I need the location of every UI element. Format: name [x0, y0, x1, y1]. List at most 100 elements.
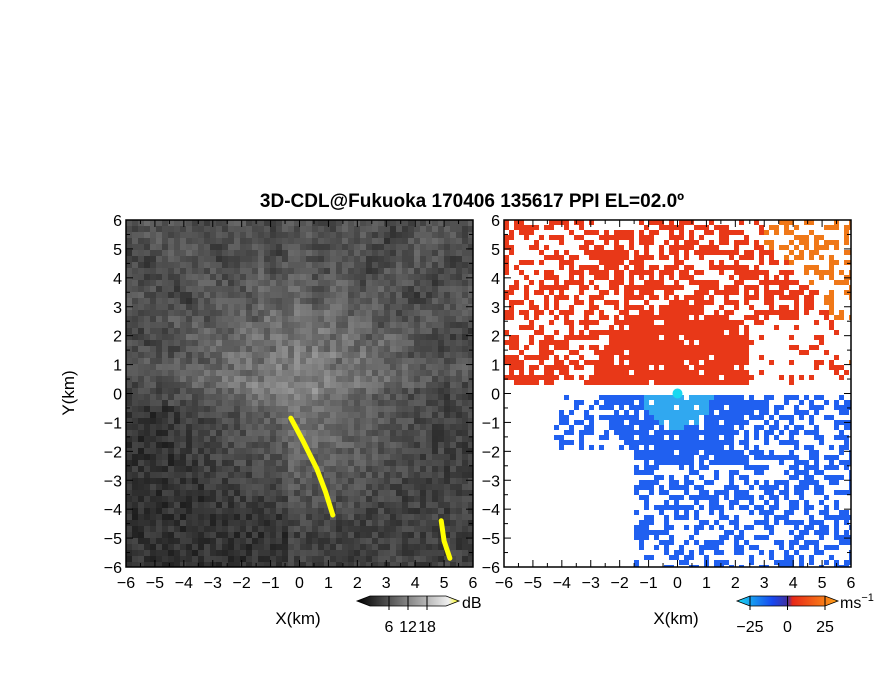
intensity-cell [360, 382, 366, 388]
velocity-cell [509, 345, 514, 350]
velocity-cell [744, 340, 749, 345]
intensity-cell [180, 370, 186, 376]
intensity-cell [180, 238, 186, 244]
velocity-cell [529, 370, 534, 375]
intensity-cell [348, 352, 354, 358]
velocity-cell [629, 270, 634, 275]
velocity-cell [529, 340, 534, 345]
intensity-cell [270, 454, 276, 460]
velocity-cell [844, 370, 849, 375]
intensity-cell [372, 382, 378, 388]
intensity-cell [366, 244, 372, 250]
intensity-cell [138, 460, 144, 466]
intensity-cell [378, 370, 384, 376]
intensity-cell [468, 544, 473, 550]
intensity-cell [228, 424, 234, 430]
intensity-cell [264, 394, 270, 400]
velocity-cell [509, 305, 514, 310]
intensity-cell [282, 472, 288, 478]
intensity-cell [426, 316, 432, 322]
intensity-cell [204, 364, 210, 370]
velocity-cell [729, 420, 734, 425]
velocity-cell [849, 315, 851, 320]
intensity-cell [390, 256, 396, 262]
velocity-cell [729, 405, 734, 410]
intensity-cell [258, 334, 264, 340]
intensity-cell [468, 244, 473, 250]
intensity-cell [444, 412, 450, 418]
velocity-cell [539, 290, 544, 295]
velocity-cell [649, 255, 654, 260]
velocity-cell [829, 275, 834, 280]
intensity-cell [468, 424, 473, 430]
intensity-cell [342, 418, 348, 424]
intensity-cell [306, 298, 312, 304]
intensity-cell [366, 484, 372, 490]
velocity-cell [784, 225, 789, 230]
intensity-cell [396, 400, 402, 406]
velocity-cell [774, 225, 779, 230]
intensity-cell [294, 286, 300, 292]
intensity-cell [156, 250, 162, 256]
velocity-cell [784, 220, 789, 225]
velocity-cell [614, 265, 619, 270]
intensity-cell [156, 262, 162, 268]
intensity-cell [330, 322, 336, 328]
intensity-cell [288, 370, 294, 376]
intensity-cell [390, 454, 396, 460]
intensity-cell [312, 382, 318, 388]
intensity-cell [204, 550, 210, 556]
intensity-cell [318, 310, 324, 316]
velocity-cell [679, 330, 684, 335]
intensity-cell [378, 232, 384, 238]
velocity-cell [649, 230, 654, 235]
intensity-cell [144, 328, 150, 334]
intensity-cell [426, 304, 432, 310]
intensity-cell [180, 478, 186, 484]
intensity-cell [372, 220, 378, 226]
velocity-cell [539, 355, 544, 360]
velocity-cell [704, 395, 709, 400]
intensity-cell [342, 502, 348, 508]
intensity-cell [144, 406, 150, 412]
velocity-cell [704, 285, 709, 290]
intensity-cell [318, 220, 324, 226]
intensity-cell [318, 412, 324, 418]
intensity-cell [342, 520, 348, 526]
intensity-cell [162, 310, 168, 316]
intensity-cell [276, 478, 282, 484]
velocity-cell [739, 380, 744, 385]
velocity-cell [784, 280, 789, 285]
velocity-cell [764, 395, 769, 400]
intensity-cell [318, 514, 324, 520]
velocity-cell [529, 325, 534, 330]
velocity-cell [664, 375, 669, 380]
velocity-cell [794, 310, 799, 315]
intensity-cell [240, 394, 246, 400]
velocity-cell [674, 255, 679, 260]
intensity-cell [204, 538, 210, 544]
intensity-cell [390, 514, 396, 520]
intensity-cell [174, 256, 180, 262]
intensity-cell [222, 286, 228, 292]
intensity-cell [240, 274, 246, 280]
velocity-cell [744, 335, 749, 340]
intensity-cell [270, 334, 276, 340]
velocity-cell [659, 315, 664, 320]
velocity-cell [654, 405, 659, 410]
intensity-cell [192, 454, 198, 460]
velocity-cell [664, 255, 669, 260]
intensity-cell [324, 436, 330, 442]
intensity-cell [360, 310, 366, 316]
intensity-cell [318, 280, 324, 286]
intensity-cell [318, 538, 324, 544]
velocity-cell [754, 245, 759, 250]
intensity-cell [366, 232, 372, 238]
velocity-cell [639, 255, 644, 260]
velocity-cell [714, 245, 719, 250]
intensity-cell [240, 268, 246, 274]
intensity-cell [396, 484, 402, 490]
velocity-cell [689, 375, 694, 380]
velocity-cell [744, 400, 749, 405]
velocity-cell [734, 415, 739, 420]
